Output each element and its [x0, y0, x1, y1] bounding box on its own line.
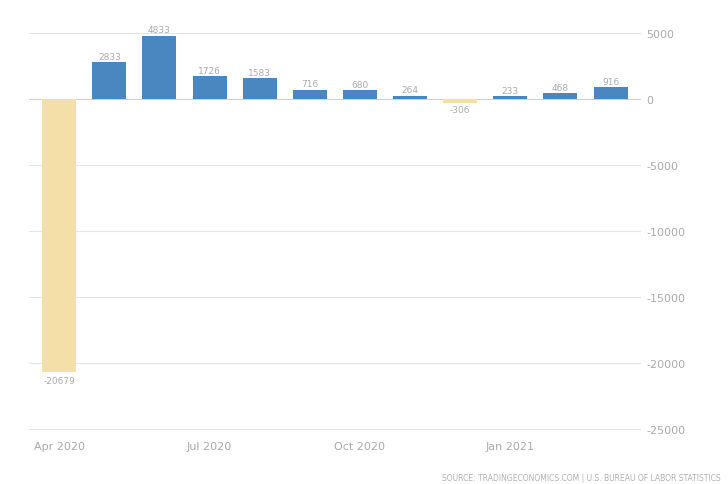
Text: 264: 264 — [402, 86, 419, 95]
Text: SOURCE: TRADINGECONOMICS.COM | U.S. BUREAU OF LABOR STATISTICS: SOURCE: TRADINGECONOMICS.COM | U.S. BURE… — [442, 472, 721, 482]
Bar — [92, 63, 127, 100]
Text: 2833: 2833 — [98, 52, 121, 61]
Bar — [42, 100, 76, 372]
Text: 4833: 4833 — [148, 26, 171, 35]
Bar — [242, 79, 277, 100]
Bar — [494, 97, 527, 100]
Text: -306: -306 — [450, 106, 470, 114]
Text: 680: 680 — [352, 81, 368, 90]
Text: -20679: -20679 — [43, 376, 75, 385]
Text: 1583: 1583 — [248, 69, 272, 78]
Text: 1726: 1726 — [198, 67, 221, 76]
Text: 716: 716 — [301, 80, 318, 90]
Text: 468: 468 — [552, 84, 569, 92]
Bar — [593, 88, 628, 100]
Text: 233: 233 — [502, 87, 519, 96]
Text: 916: 916 — [602, 78, 620, 87]
Bar — [393, 97, 427, 100]
Bar — [143, 36, 176, 100]
Bar — [293, 91, 327, 100]
Bar — [543, 94, 577, 100]
Bar — [443, 100, 478, 104]
Bar — [343, 91, 377, 100]
Bar — [192, 77, 226, 100]
